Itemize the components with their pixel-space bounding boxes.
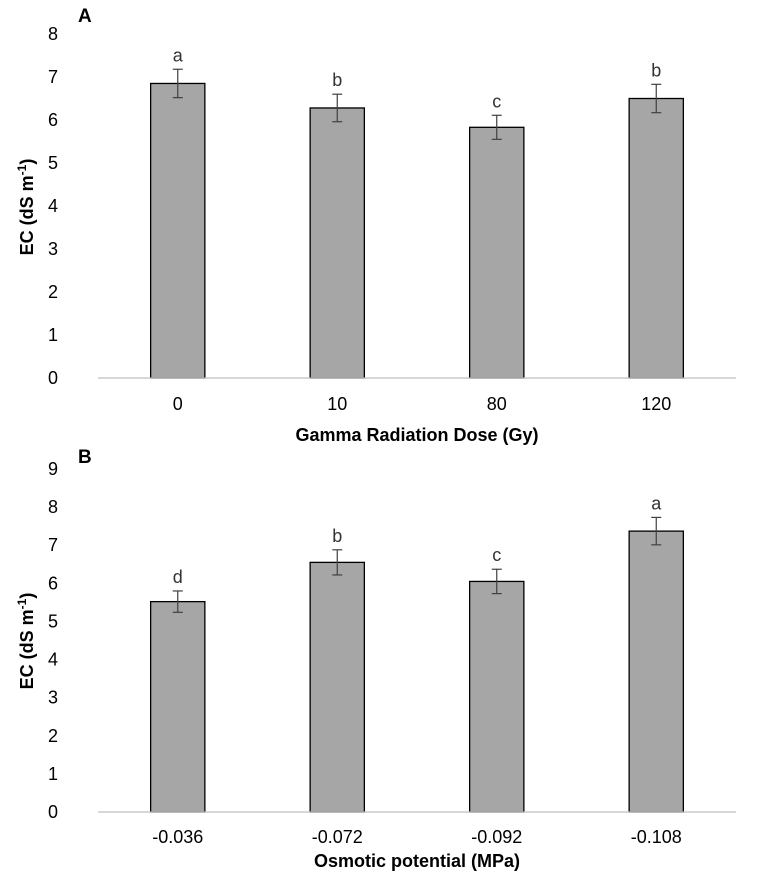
y-tick-label: 1 [48,764,58,784]
y-tick-label: 0 [48,368,58,388]
bars: a b c b [149,45,685,379]
y-axis-title-main: EC (dS m [17,609,37,689]
chart-panel-b: B 0 1 2 3 4 5 6 7 8 9 d b c a -0.036 -0.072 -0.092 -0.1… [15,447,736,871]
y-tick-label: 7 [48,535,58,555]
x-tick-label: 80 [487,394,507,414]
bar [628,530,685,813]
bar [468,580,525,813]
y-axis-title-superscript: -1 [15,164,29,175]
bars: d b c a [149,493,685,813]
y-tick-labels: 0 1 2 3 4 5 6 7 8 [48,24,58,388]
panel-label: B [78,447,92,468]
y-axis-title-close: ) [17,159,37,165]
bar [149,600,206,813]
y-tick-label: 3 [48,239,58,259]
x-tick-labels: -0.036 -0.072 -0.092 -0.108 [152,827,682,847]
y-tick-label: 4 [48,650,58,670]
bar [149,82,206,379]
x-tick-label: -0.036 [152,827,203,847]
y-tick-label: 2 [48,282,58,302]
x-axis-title: Osmotic potential (MPa) [314,851,520,871]
significance-letter: c [492,545,501,565]
y-axis-title: EC (dS m-1) [15,159,37,256]
y-tick-label: 8 [48,24,58,44]
error-bar [651,83,662,114]
significance-letter: a [651,493,662,513]
error-bar [651,516,662,546]
x-tick-label: -0.092 [471,827,522,847]
error-bar [172,590,183,613]
x-tick-label: 120 [641,394,671,414]
significance-letter: b [651,60,661,80]
significance-letter: d [173,567,183,587]
y-tick-label: 1 [48,325,58,345]
y-tick-label: 4 [48,196,58,216]
y-tick-label: 6 [48,110,58,130]
significance-letter: c [492,91,501,111]
error-bar [332,93,343,123]
error-bar [491,114,502,140]
chart-panel-a: A 0 1 2 3 4 5 6 7 8 a b c b 0 10 80 120 Gamma Radiatio… [15,6,736,445]
significance-letter: b [332,70,342,90]
x-axis-title: Gamma Radiation Dose (Gy) [295,425,538,445]
y-axis-title: EC (dS m-1) [15,593,37,690]
x-tick-label: 10 [327,394,347,414]
y-tick-label: 3 [48,688,58,708]
y-tick-label: 9 [48,459,58,479]
y-tick-label: 6 [48,573,58,593]
bar [628,97,685,379]
x-tick-label: -0.108 [631,827,682,847]
panel-label: A [78,6,92,27]
y-tick-label: 2 [48,726,58,746]
y-tick-label: 5 [48,153,58,173]
y-tick-labels: 0 1 2 3 4 5 6 7 8 9 [48,459,58,822]
y-tick-label: 5 [48,611,58,631]
y-tick-label: 8 [48,497,58,517]
x-tick-label: -0.072 [312,827,363,847]
y-tick-label: 7 [48,67,58,87]
y-axis-title-main: EC (dS m [17,175,37,255]
error-bar [332,549,343,576]
significance-letter: b [332,526,342,546]
bar [309,107,366,379]
y-axis-title-close: ) [17,593,37,599]
bar [468,126,525,379]
error-bar [491,568,502,595]
bar [309,561,366,813]
y-tick-label: 0 [48,802,58,822]
x-tick-labels: 0 10 80 120 [173,394,672,414]
error-bar [172,68,183,99]
significance-letter: a [173,45,184,65]
x-tick-label: 0 [173,394,183,414]
y-axis-title-superscript: -1 [15,598,29,609]
